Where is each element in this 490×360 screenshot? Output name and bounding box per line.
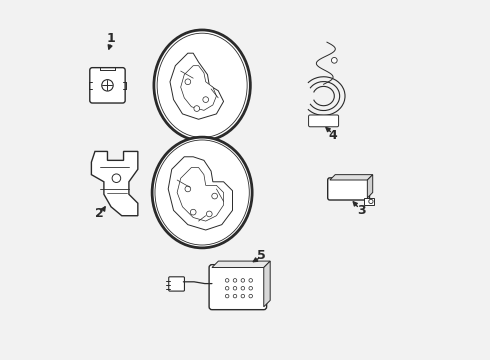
Circle shape — [225, 294, 229, 298]
Circle shape — [249, 279, 252, 282]
Circle shape — [102, 80, 113, 91]
Text: 1: 1 — [107, 32, 116, 45]
Ellipse shape — [157, 33, 247, 138]
Circle shape — [233, 279, 237, 282]
Ellipse shape — [154, 30, 250, 141]
Polygon shape — [177, 167, 223, 221]
Circle shape — [112, 174, 121, 183]
Ellipse shape — [152, 137, 252, 248]
Circle shape — [190, 209, 196, 215]
Circle shape — [249, 287, 252, 290]
Circle shape — [212, 193, 218, 199]
Circle shape — [203, 97, 209, 103]
FancyBboxPatch shape — [169, 277, 184, 291]
Circle shape — [233, 294, 237, 298]
Ellipse shape — [155, 140, 249, 245]
Circle shape — [185, 186, 191, 192]
Circle shape — [369, 199, 373, 203]
Polygon shape — [264, 261, 270, 307]
Polygon shape — [365, 198, 374, 205]
FancyBboxPatch shape — [309, 115, 339, 127]
Polygon shape — [330, 175, 373, 180]
Circle shape — [206, 211, 212, 217]
Circle shape — [241, 294, 245, 298]
Polygon shape — [92, 152, 138, 216]
Polygon shape — [170, 53, 223, 119]
Text: 5: 5 — [257, 248, 266, 261]
Circle shape — [225, 287, 229, 290]
Circle shape — [225, 279, 229, 282]
Polygon shape — [168, 157, 232, 230]
Polygon shape — [181, 66, 217, 111]
FancyBboxPatch shape — [90, 68, 125, 103]
Circle shape — [233, 287, 237, 290]
FancyBboxPatch shape — [328, 178, 369, 200]
Circle shape — [331, 58, 337, 63]
Circle shape — [249, 294, 252, 298]
Text: 3: 3 — [357, 204, 366, 217]
Text: 2: 2 — [95, 207, 103, 220]
Polygon shape — [212, 261, 270, 267]
Circle shape — [194, 106, 199, 111]
Circle shape — [241, 287, 245, 290]
FancyBboxPatch shape — [209, 265, 267, 310]
Circle shape — [185, 79, 191, 85]
Circle shape — [241, 279, 245, 282]
Text: 4: 4 — [328, 129, 337, 142]
Polygon shape — [368, 175, 373, 198]
